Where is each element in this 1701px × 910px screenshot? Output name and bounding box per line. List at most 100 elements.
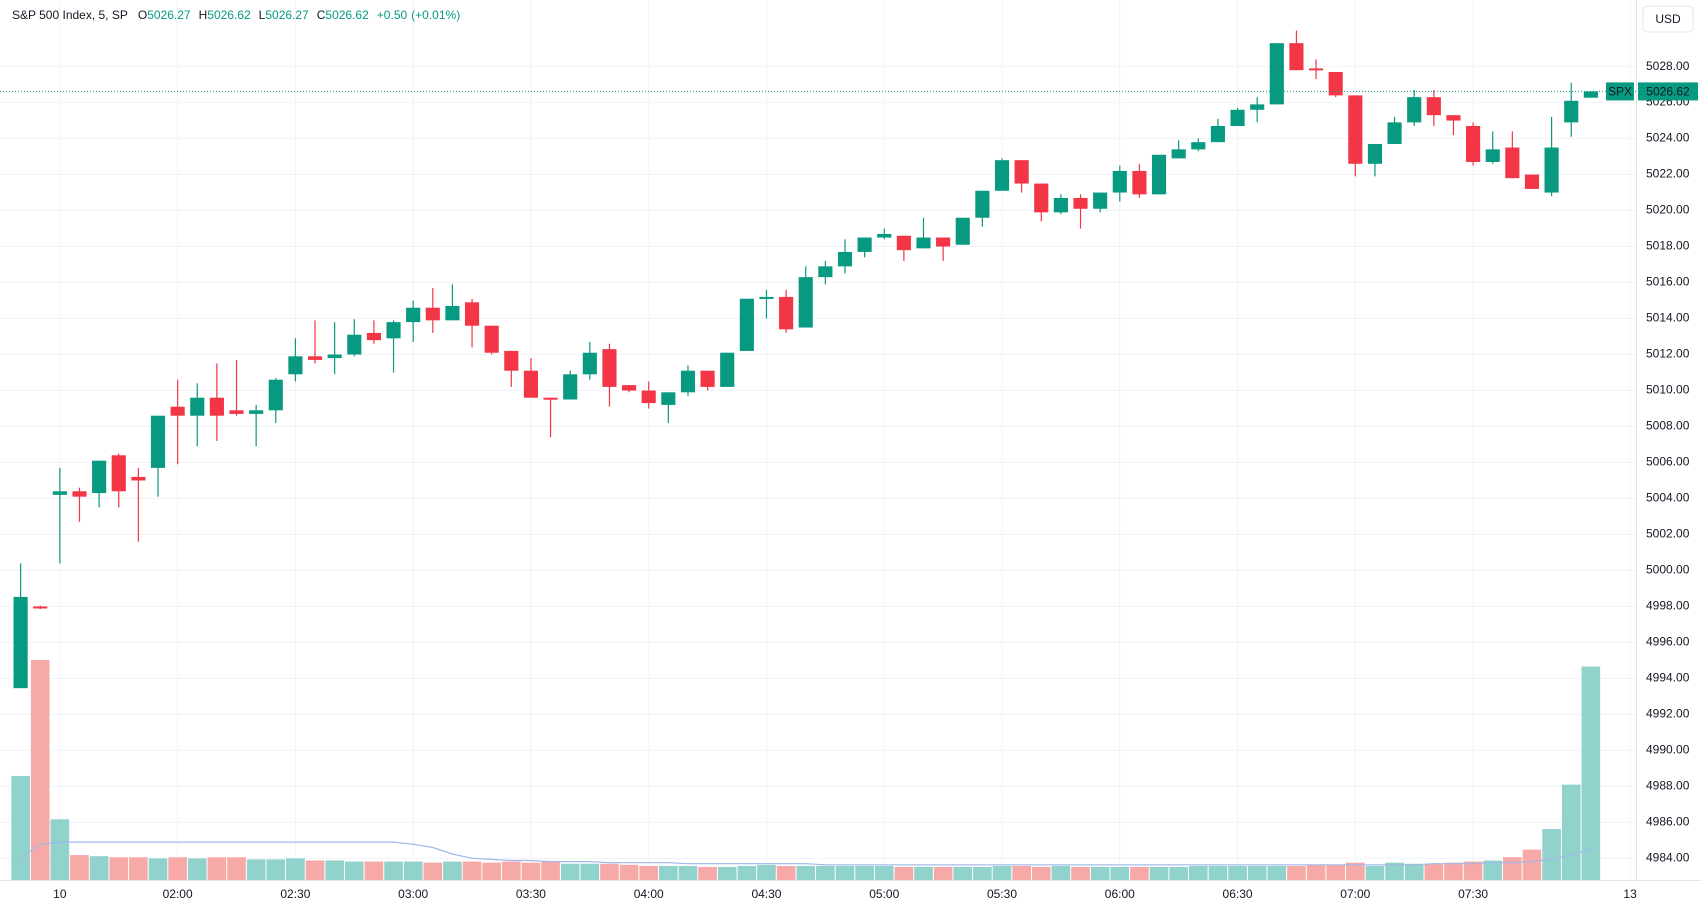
candle-body bbox=[445, 305, 460, 321]
candle-body bbox=[955, 217, 970, 245]
last-value: 5026.62 bbox=[1646, 85, 1690, 99]
candle-body bbox=[661, 392, 676, 405]
y-tick-label: 4996.00 bbox=[1646, 635, 1690, 649]
volume-bar bbox=[1149, 866, 1169, 880]
y-tick-label: 5004.00 bbox=[1646, 491, 1690, 505]
candle-body bbox=[1034, 183, 1049, 213]
legend-value: 5026.62 bbox=[325, 8, 369, 22]
candle-body bbox=[641, 390, 656, 404]
legend-change-pct: (+0.01%) bbox=[411, 8, 460, 22]
candle-body bbox=[1485, 149, 1500, 162]
volume-bar bbox=[992, 865, 1012, 880]
y-tick-label: 5006.00 bbox=[1646, 455, 1690, 469]
currency-button-box[interactable] bbox=[1642, 5, 1694, 33]
x-tick-label: 05:30 bbox=[987, 887, 1017, 901]
y-tick-label: 4988.00 bbox=[1646, 779, 1690, 793]
candle-body bbox=[1387, 122, 1402, 144]
volume-bar bbox=[30, 660, 50, 880]
currency-label[interactable]: USD bbox=[1655, 12, 1681, 26]
legend-letter: C bbox=[317, 8, 326, 22]
legend-change: +0.50 bbox=[377, 8, 408, 22]
volume-bar bbox=[816, 865, 835, 880]
candle-body bbox=[249, 410, 264, 414]
volume-bar bbox=[796, 865, 816, 880]
candle-body bbox=[1348, 95, 1363, 164]
volume-bar bbox=[874, 865, 894, 880]
candle-body bbox=[1505, 147, 1520, 179]
candle-body bbox=[1564, 100, 1579, 123]
volume-bar bbox=[1463, 861, 1483, 880]
x-tick-label: 05:00 bbox=[869, 887, 899, 901]
volume-bar bbox=[1581, 666, 1601, 880]
y-tick-label: 5008.00 bbox=[1646, 419, 1690, 433]
candle-body bbox=[288, 356, 303, 375]
volume-bar bbox=[1444, 862, 1463, 880]
candle-body bbox=[1308, 68, 1324, 71]
candle-body bbox=[622, 385, 637, 391]
candle-body bbox=[327, 354, 342, 359]
candle-body bbox=[406, 307, 421, 323]
y-tick-label: 5016.00 bbox=[1646, 275, 1690, 289]
candle-body bbox=[52, 491, 67, 495]
volume-bar bbox=[344, 861, 364, 880]
candle-body bbox=[13, 596, 28, 689]
candle-body bbox=[877, 233, 892, 238]
candle-body bbox=[700, 370, 715, 387]
volume-bar bbox=[600, 863, 619, 880]
volume-bar bbox=[580, 863, 600, 880]
volume-bar bbox=[1522, 849, 1542, 880]
volume-bar bbox=[246, 859, 266, 880]
candle-body bbox=[170, 406, 185, 416]
last-name-box bbox=[1606, 82, 1634, 101]
candle-body bbox=[1583, 91, 1598, 98]
candle-body bbox=[111, 455, 126, 492]
x-tick-label: 13 bbox=[1623, 887, 1637, 901]
y-tick-label: 5012.00 bbox=[1646, 347, 1690, 361]
volume-bar bbox=[717, 866, 737, 880]
volume-bar bbox=[1503, 857, 1522, 880]
candle-body bbox=[798, 277, 813, 328]
volume-bar bbox=[1130, 866, 1149, 880]
y-tick-label: 4994.00 bbox=[1646, 671, 1690, 685]
candle-body bbox=[582, 352, 597, 375]
volume-bar bbox=[560, 863, 580, 880]
price-axis bbox=[1636, 0, 1701, 880]
candle-body bbox=[33, 606, 48, 609]
volume-bar bbox=[1346, 862, 1365, 880]
volume-bar bbox=[1267, 865, 1287, 880]
volume-bar bbox=[973, 866, 992, 880]
volume-bar bbox=[207, 857, 227, 880]
y-tick-label: 5000.00 bbox=[1646, 563, 1690, 577]
y-tick-label: 4990.00 bbox=[1646, 743, 1690, 757]
candle-body bbox=[818, 266, 833, 278]
volume-bar bbox=[1071, 866, 1090, 880]
volume-bar bbox=[678, 865, 698, 880]
candle-body bbox=[975, 190, 990, 218]
candle-body bbox=[1289, 43, 1304, 71]
volume-bar bbox=[384, 861, 403, 880]
volume-bar bbox=[305, 860, 325, 880]
volume-bar bbox=[659, 865, 678, 880]
volume-bar bbox=[1326, 864, 1346, 880]
volume-bar bbox=[187, 858, 207, 880]
volume-bar bbox=[953, 866, 973, 880]
currency-button[interactable]: USD bbox=[1642, 5, 1694, 33]
last-value-box bbox=[1638, 82, 1698, 101]
candle-body bbox=[190, 397, 205, 416]
candle-body bbox=[896, 235, 911, 251]
legend-letter: O bbox=[138, 8, 147, 22]
volume-bar bbox=[1542, 829, 1561, 880]
legend-title: S&P 500 Index, 5, SP bbox=[12, 8, 128, 22]
candle-body bbox=[131, 476, 146, 481]
volume-bar bbox=[286, 858, 305, 880]
volume-bar bbox=[109, 857, 129, 880]
volume-bar bbox=[1051, 865, 1071, 880]
candle-body bbox=[1151, 154, 1167, 195]
volume-bar bbox=[1424, 863, 1444, 880]
x-tick-label: 02:00 bbox=[163, 887, 193, 901]
candle-body bbox=[366, 332, 381, 341]
volume-bar bbox=[1169, 866, 1188, 880]
candle-body bbox=[563, 374, 578, 400]
volume-bar bbox=[855, 865, 874, 880]
